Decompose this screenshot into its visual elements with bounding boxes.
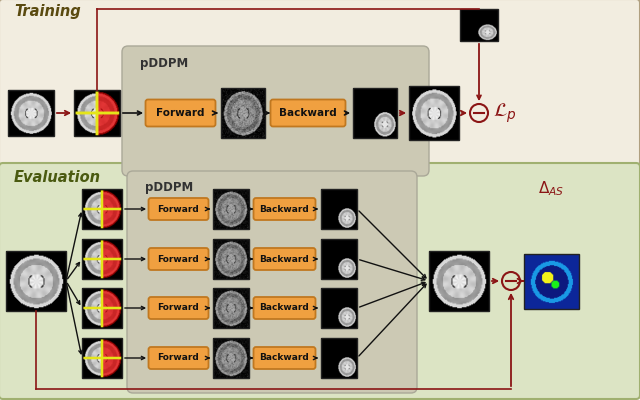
Bar xyxy=(213,189,249,229)
FancyBboxPatch shape xyxy=(253,248,316,270)
FancyBboxPatch shape xyxy=(271,100,346,126)
Text: Forward: Forward xyxy=(157,204,200,214)
Text: Forward: Forward xyxy=(157,254,200,264)
Text: Backward: Backward xyxy=(260,354,309,362)
Bar xyxy=(74,90,120,136)
Text: $\Delta_{AS}$: $\Delta_{AS}$ xyxy=(538,180,564,198)
Bar xyxy=(213,239,249,279)
Bar xyxy=(409,86,459,140)
Bar xyxy=(82,288,122,328)
FancyBboxPatch shape xyxy=(0,0,640,167)
Text: Backward: Backward xyxy=(260,254,309,264)
Bar xyxy=(353,88,397,138)
Bar xyxy=(8,90,54,136)
Text: Evaluation: Evaluation xyxy=(14,170,101,185)
FancyBboxPatch shape xyxy=(148,347,209,369)
Bar xyxy=(82,239,122,279)
FancyBboxPatch shape xyxy=(148,297,209,319)
FancyBboxPatch shape xyxy=(253,347,316,369)
Bar xyxy=(321,338,357,378)
Text: Forward: Forward xyxy=(157,304,200,312)
Text: Backward: Backward xyxy=(279,108,337,118)
Text: Backward: Backward xyxy=(260,204,309,214)
FancyBboxPatch shape xyxy=(122,46,429,176)
Bar xyxy=(429,251,489,311)
Bar xyxy=(321,239,357,279)
Bar xyxy=(221,88,265,138)
Bar xyxy=(460,9,498,41)
FancyBboxPatch shape xyxy=(253,198,316,220)
Bar xyxy=(321,189,357,229)
Bar xyxy=(321,288,357,328)
FancyBboxPatch shape xyxy=(0,163,640,399)
Bar xyxy=(213,288,249,328)
Bar xyxy=(82,189,122,229)
Text: Backward: Backward xyxy=(260,304,309,312)
FancyBboxPatch shape xyxy=(145,100,216,126)
FancyBboxPatch shape xyxy=(127,171,417,393)
Text: $\mathcal{L}_p$: $\mathcal{L}_p$ xyxy=(493,101,516,125)
Text: Forward: Forward xyxy=(157,354,200,362)
Text: Training: Training xyxy=(14,4,81,19)
FancyBboxPatch shape xyxy=(148,248,209,270)
Text: pDDPM: pDDPM xyxy=(145,181,193,194)
Text: pDDPM: pDDPM xyxy=(140,57,188,70)
Bar xyxy=(213,338,249,378)
FancyBboxPatch shape xyxy=(253,297,316,319)
Bar xyxy=(82,338,122,378)
Bar xyxy=(524,254,579,309)
Bar xyxy=(6,251,66,311)
Text: Forward: Forward xyxy=(156,108,205,118)
FancyBboxPatch shape xyxy=(148,198,209,220)
